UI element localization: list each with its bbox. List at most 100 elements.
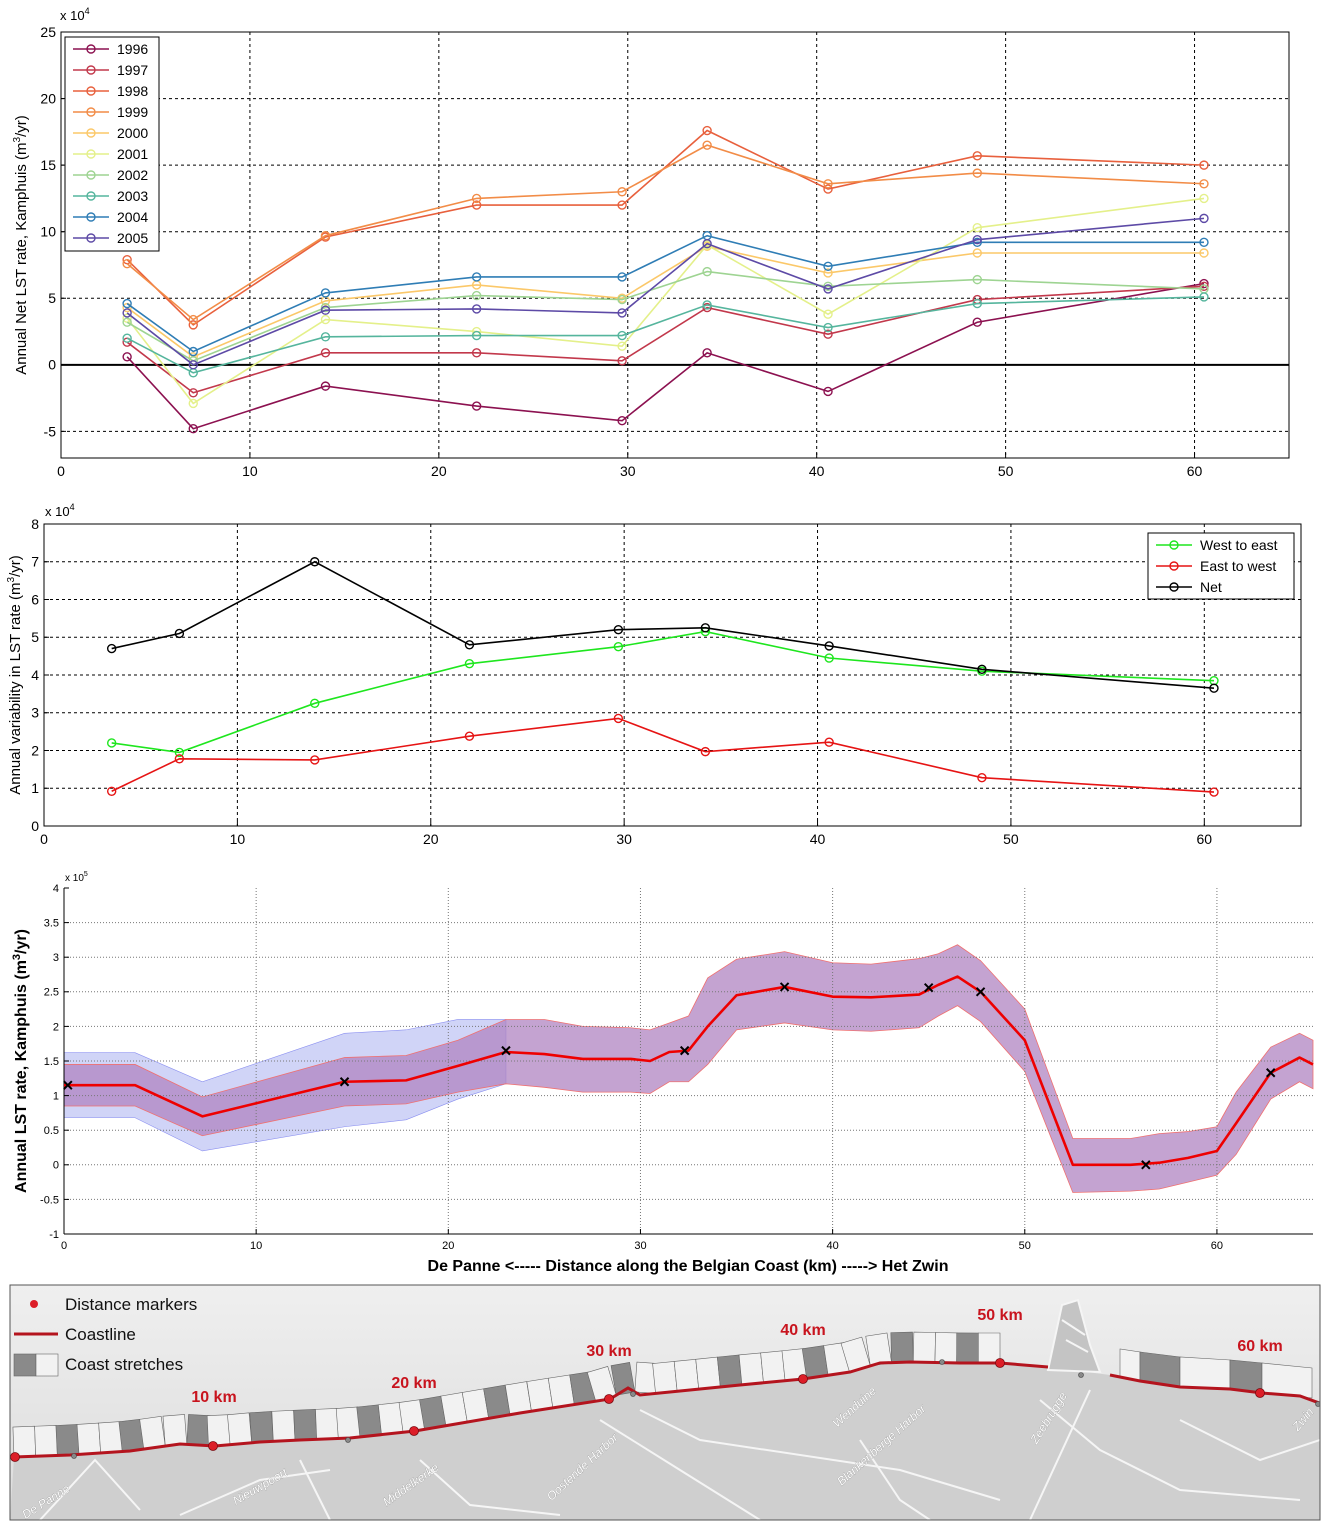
data-point	[700, 623, 711, 633]
data-point	[310, 698, 320, 709]
distance-marker	[798, 1374, 808, 1384]
stretch-light-symbol	[35, 1353, 59, 1377]
y-multiplier: x 105	[65, 871, 88, 884]
y-tick-label: 5	[31, 629, 39, 645]
data-point	[702, 140, 712, 150]
x-tick-label: 0	[61, 1240, 67, 1252]
data-point	[471, 200, 482, 210]
data-point	[106, 786, 117, 796]
legend-label: 1999	[117, 104, 148, 120]
data-point	[702, 238, 712, 249]
series-line-1999	[126, 144, 1205, 321]
data-point	[972, 298, 982, 309]
y-multiplier: x 104	[60, 6, 90, 23]
series-line-east-to-west	[111, 717, 1215, 793]
data-point	[188, 360, 198, 370]
distance-marker	[995, 1358, 1005, 1368]
coast-stretch	[1229, 1359, 1263, 1394]
data-point	[1199, 281, 1209, 291]
legend-swatch-marker	[86, 149, 96, 159]
zeebrugge-harbor	[1046, 1298, 1102, 1374]
y-tick-label: 20	[40, 90, 56, 106]
data-point	[617, 294, 627, 305]
data-point	[823, 268, 833, 278]
harbor-dot	[71, 1453, 77, 1459]
coast-stretch	[206, 1414, 231, 1446]
data-point	[174, 754, 185, 764]
data-point	[613, 625, 624, 635]
coast-stretch	[227, 1412, 253, 1445]
y-tick-label: 1	[53, 1090, 59, 1102]
y-tick-label: 4	[53, 883, 59, 895]
data-point	[823, 309, 833, 319]
map-frame	[9, 1284, 1321, 1521]
x-tick-label: 10	[242, 463, 258, 479]
data-point	[823, 284, 833, 294]
data-point	[824, 641, 834, 651]
legend-distance-markers: Distance markers	[65, 1295, 197, 1314]
coast-stretch	[271, 1409, 296, 1442]
coast-stretch	[934, 1332, 958, 1364]
y-tick-label: 2	[53, 1021, 59, 1033]
series-line-net	[111, 560, 1215, 690]
coast-stretch	[356, 1404, 382, 1438]
data-point	[320, 348, 331, 358]
data-point	[106, 738, 117, 748]
y-multiplier: x 104	[45, 502, 75, 519]
data-point	[613, 641, 624, 652]
data-point	[464, 658, 475, 669]
x-tick-label: 10	[230, 831, 246, 847]
km-label: 10 km	[191, 1389, 236, 1406]
coast-stretch	[377, 1402, 404, 1435]
data-point	[320, 302, 331, 313]
coast-stretch	[673, 1358, 700, 1392]
km-label: 40 km	[780, 1322, 825, 1339]
data-point	[972, 151, 982, 161]
data-point	[700, 746, 711, 757]
y-tick-label: 10	[40, 224, 56, 240]
x-tick-label: 60	[1197, 831, 1213, 847]
harbor-dot	[345, 1437, 351, 1443]
legend-swatch-marker	[86, 44, 96, 54]
legend-swatch-marker	[1169, 540, 1179, 550]
data-point	[617, 330, 627, 341]
series-line-1998	[126, 129, 1205, 326]
data-point	[106, 643, 117, 654]
x-tick-label: 50	[998, 463, 1014, 479]
x-tick-label: 10	[250, 1240, 262, 1252]
x-tick-label: 60	[1187, 463, 1203, 479]
x-tick-label: 40	[810, 831, 826, 847]
data-point	[471, 290, 482, 301]
data-point	[1199, 237, 1209, 248]
x-tick-label: 30	[634, 1240, 646, 1252]
x-tick-label: 50	[1019, 1240, 1031, 1252]
cross-marker	[779, 982, 790, 992]
series-line-2002	[126, 270, 1205, 362]
y-tick-label: 3.5	[44, 917, 59, 929]
coast-stretch	[293, 1409, 317, 1441]
data-point	[122, 333, 132, 343]
series-line-2003	[126, 296, 1205, 374]
series-line-2004	[126, 234, 1204, 353]
data-point	[320, 305, 331, 315]
harbor-dot	[630, 1391, 636, 1397]
y-tick-label: 2	[31, 742, 39, 758]
lst-rate-line	[64, 975, 1314, 1167]
distance-marker	[10, 1452, 20, 1462]
cross-marker	[1266, 1068, 1276, 1078]
series-line-1996	[126, 282, 1205, 430]
data-point	[823, 281, 833, 291]
data-point	[972, 222, 982, 233]
y-axis-label: Annual LST rate, Kamphuis (m3/yr)	[11, 929, 30, 1193]
y-tick-label: 15	[40, 157, 56, 173]
x-tick-label: 50	[1003, 831, 1019, 847]
data-point	[320, 288, 331, 298]
plot-area	[60, 31, 1290, 459]
data-point	[972, 274, 982, 285]
y-tick-label: 0.5	[44, 1125, 59, 1137]
coast-stretch	[55, 1424, 80, 1456]
legend-swatch-marker	[86, 65, 96, 75]
data-point	[471, 330, 482, 341]
cross-marker	[1141, 1160, 1151, 1170]
